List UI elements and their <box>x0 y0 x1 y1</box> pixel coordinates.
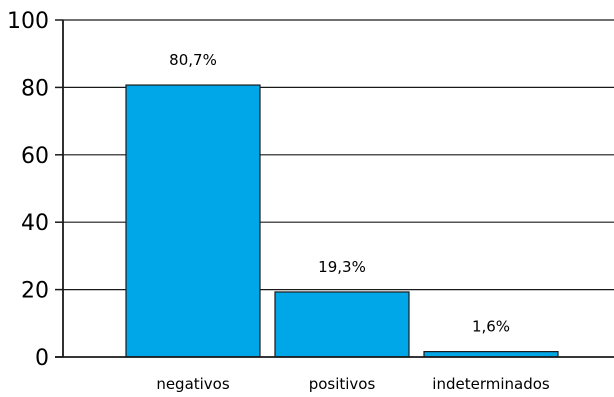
category-label-indeterminados: indeterminados <box>432 375 550 393</box>
y-tick-labels: 0 20 40 60 80 100 <box>7 9 49 371</box>
bar-positivos <box>274 291 410 358</box>
data-labels: 80,7% 19,3% 1,6% <box>169 51 510 336</box>
y-tick-label: 60 <box>21 144 49 169</box>
y-tick-label: 20 <box>21 279 49 304</box>
axes <box>55 19 614 358</box>
bar-negativos <box>125 84 261 358</box>
data-label-indeterminados: 1,6% <box>472 318 510 336</box>
bars <box>125 84 559 358</box>
category-label-negativos: negativos <box>156 375 230 393</box>
data-label-negativos: 80,7% <box>169 51 217 69</box>
y-tick-label: 0 <box>35 346 49 371</box>
x-category-labels: negativos positivos indeterminados <box>156 375 550 393</box>
data-label-positivos: 19,3% <box>318 258 366 276</box>
y-tick-label: 40 <box>21 211 49 236</box>
category-label-positivos: positivos <box>309 375 376 393</box>
y-tick-label: 100 <box>7 9 49 34</box>
y-tick-label: 80 <box>21 76 49 101</box>
